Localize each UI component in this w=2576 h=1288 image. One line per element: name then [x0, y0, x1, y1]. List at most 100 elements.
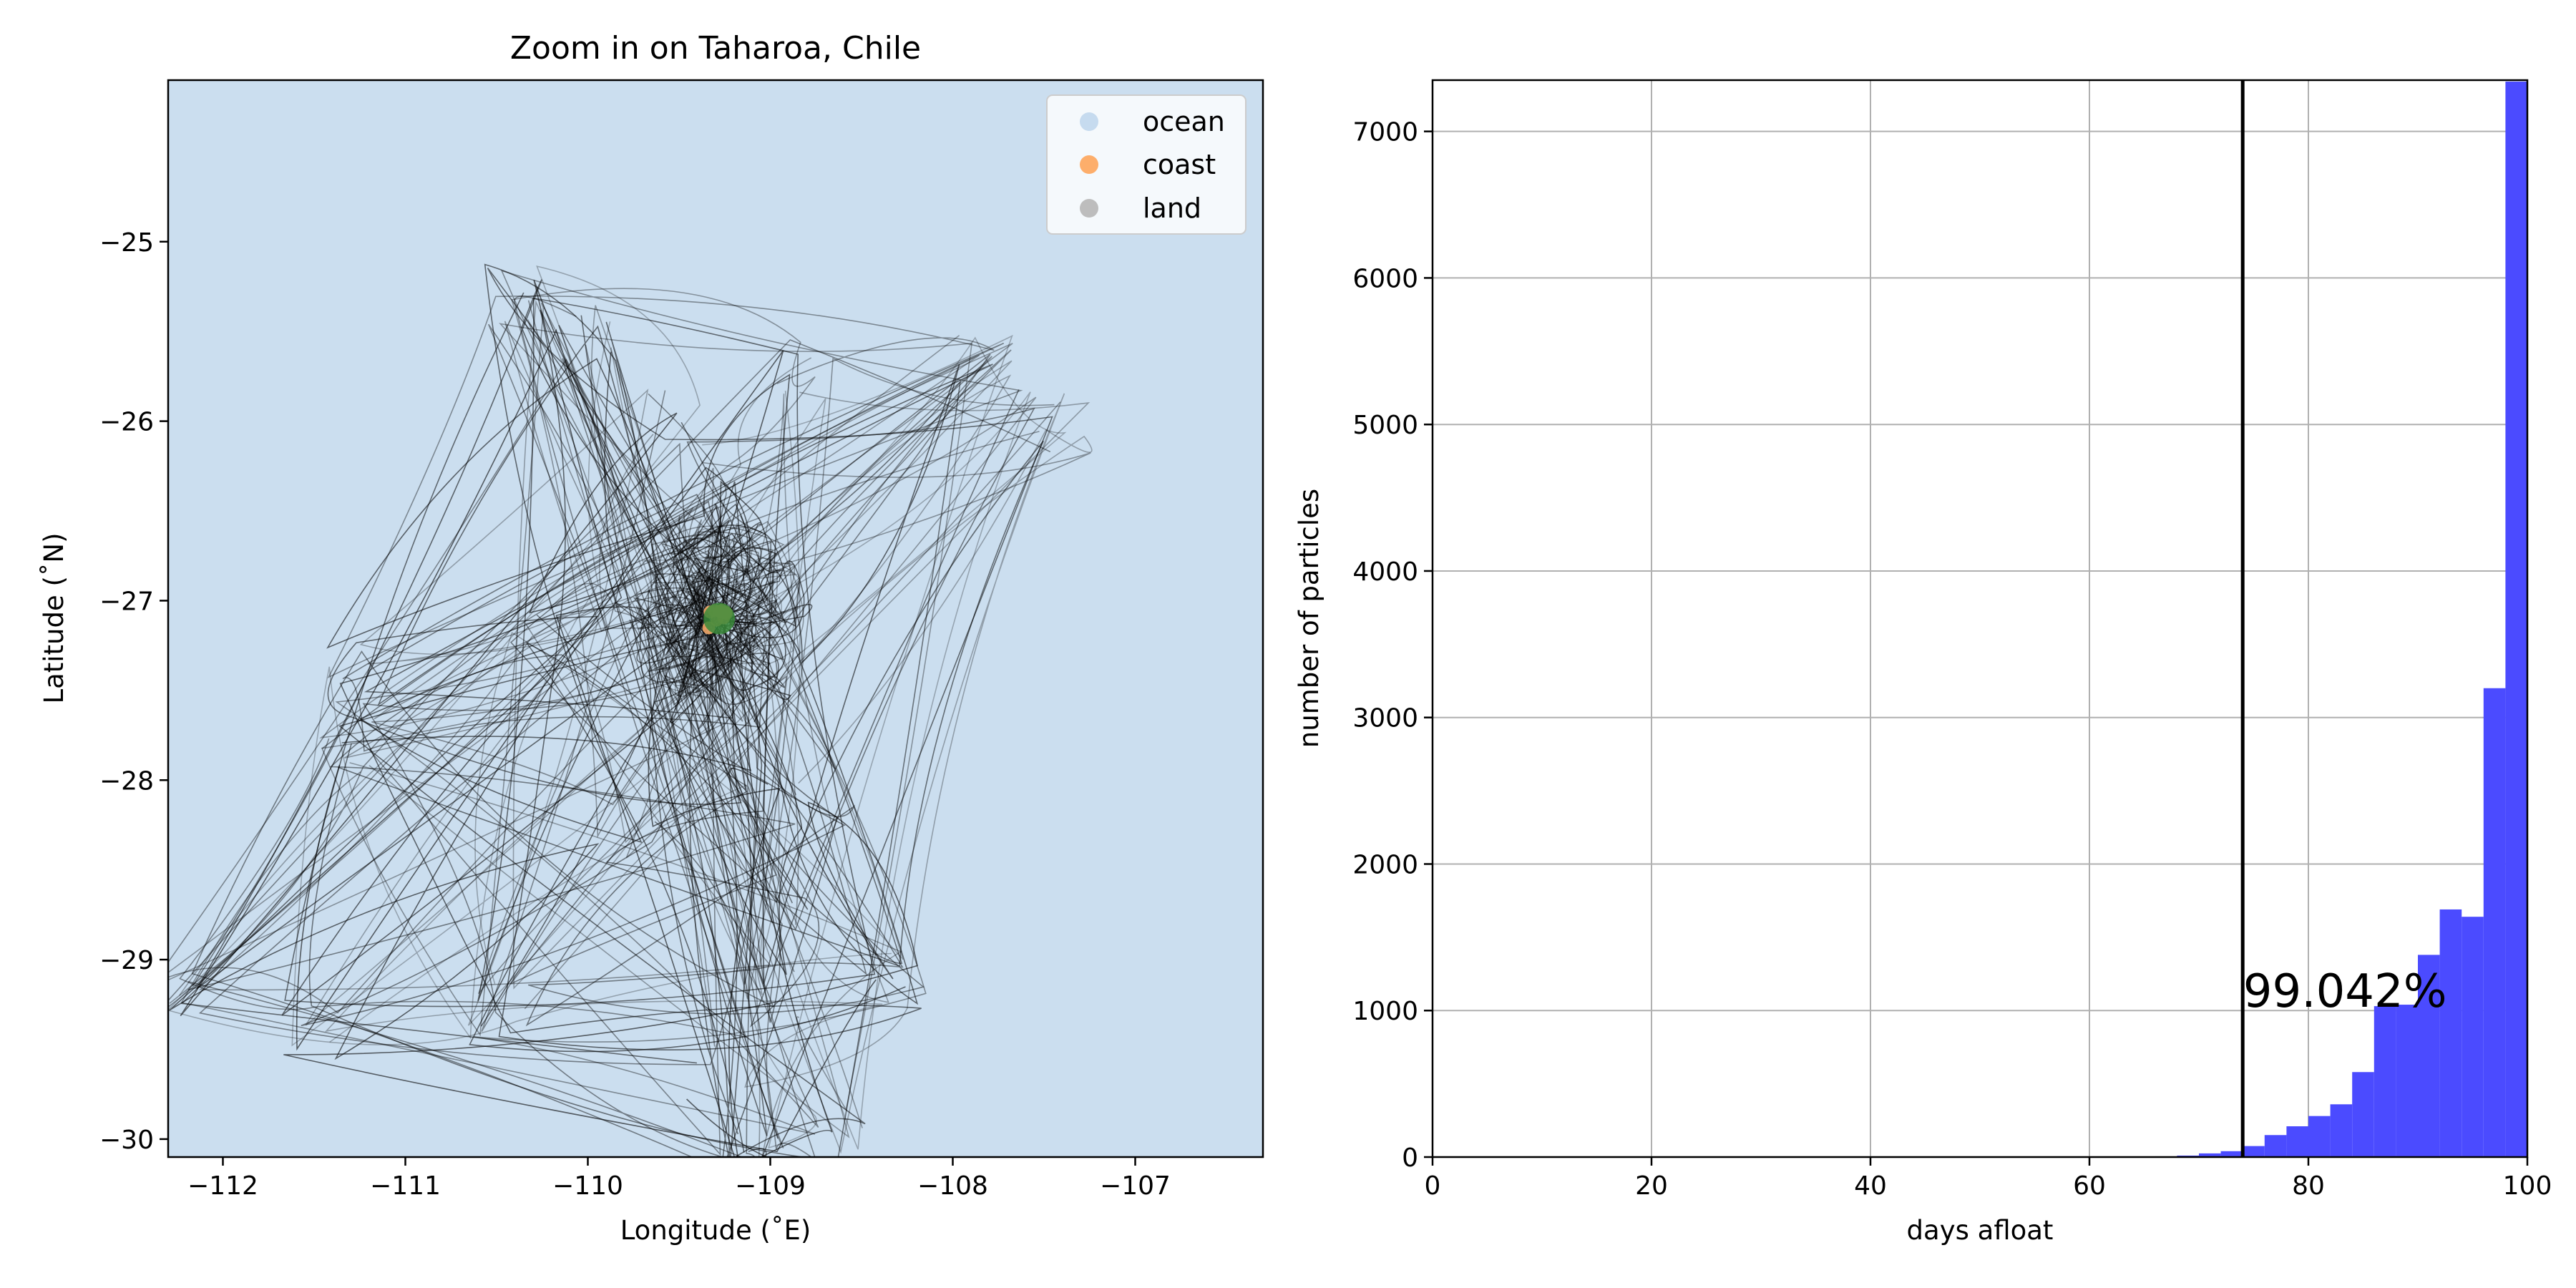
map-x-tick-label: −107 — [1100, 1171, 1171, 1201]
legend-label-coast: coast — [1143, 149, 1216, 180]
histogram-bar — [2373, 1006, 2396, 1157]
particle-trajectory — [329, 391, 1031, 1150]
map-y-axis-label: Latitude (˚N) — [39, 532, 69, 703]
histogram-y-tick-label: 7000 — [1352, 118, 1418, 147]
particle-trajectory — [198, 452, 1091, 991]
legend-label-ocean: ocean — [1143, 106, 1225, 137]
map-x-tick-label: −111 — [370, 1171, 441, 1201]
histogram-x-axis-label: days afloat — [1907, 1215, 2054, 1246]
map-x-tick-label: −112 — [187, 1171, 258, 1201]
particle-trajectory — [499, 323, 973, 1112]
map-x-axis-label: Longitude (˚E) — [620, 1215, 811, 1246]
particle-trajectory — [196, 279, 906, 1053]
particle-trajectory — [339, 309, 922, 1050]
histogram-x-tick-label: 100 — [2503, 1171, 2552, 1201]
particle-trajectory — [512, 299, 1091, 995]
particle-trajectory — [513, 296, 784, 1148]
map-title: Zoom in on Taharoa, Chile — [510, 30, 921, 67]
map-frame — [167, 79, 1264, 1158]
histogram-y-tick-label: 2000 — [1352, 850, 1418, 879]
histogram-y-axis-label: number of particles — [1294, 489, 1324, 748]
map-x-tick-label: −109 — [735, 1171, 806, 1201]
histogram-bar — [2352, 1072, 2374, 1157]
map-y-tick-label: −25 — [99, 228, 154, 258]
histogram-bar — [2308, 1116, 2331, 1157]
map-legend: ocean coast land — [1046, 94, 1246, 235]
particle-trajectory — [511, 288, 863, 1128]
particle-trajectory — [504, 321, 960, 711]
particle-trajectory — [180, 545, 927, 1135]
particle-trajectory — [525, 571, 856, 1027]
particle-trajectory — [168, 339, 1051, 1157]
particle-trajectory — [371, 349, 1012, 1033]
map-panel: Zoom in on Taharoa, Chile −112 −111 −110 −1… — [39, 30, 1264, 1246]
histogram-panel: 99.042% 0 20 40 60 80 100 0 1000 2000 3000 4000 50… — [1294, 79, 2552, 1246]
particle-trajectory — [338, 440, 1044, 967]
percentage-annotation: 99.042% — [2243, 965, 2447, 1018]
histogram-bar — [2199, 1153, 2221, 1157]
particle-trajectory — [308, 379, 962, 1157]
histogram-bar — [2396, 1005, 2418, 1157]
particle-trajectory — [527, 597, 925, 1015]
particle-trajectory — [168, 356, 992, 1014]
legend-marker-coast — [1080, 155, 1098, 174]
map-y-tick-label: −27 — [99, 587, 154, 616]
histogram-x-tick-label: 80 — [2292, 1171, 2325, 1201]
map-x-ticks: −112 −111 −110 −109 −108 −107 — [187, 1157, 1171, 1201]
release-point-marker — [703, 602, 736, 635]
histogram-y-tick-label: 4000 — [1352, 557, 1418, 587]
histogram-x-tick-label: 40 — [1854, 1171, 1887, 1201]
particle-trajectory — [643, 391, 826, 966]
particle-trajectory — [305, 357, 1013, 1026]
particle-trajectory — [326, 358, 960, 985]
legend-box — [1046, 94, 1246, 235]
legend-marker-ocean — [1080, 112, 1098, 131]
map-y-tick-label: −29 — [99, 946, 154, 975]
histogram-y-tick-label: 1000 — [1352, 997, 1418, 1026]
particle-trajectory — [198, 353, 991, 1065]
particle-trajectory — [281, 351, 785, 1016]
map-y-tick-label: −28 — [99, 766, 154, 796]
particle-trajectory — [555, 580, 803, 1157]
histogram-bar — [2462, 917, 2484, 1157]
particle-trajectory — [605, 421, 903, 965]
histogram-y-tick-label: 5000 — [1352, 411, 1418, 440]
particle-trajectory — [648, 557, 833, 1157]
release-point-group — [702, 602, 736, 635]
histogram-bar — [2330, 1104, 2353, 1157]
histogram-y-tick-label: 6000 — [1352, 264, 1418, 293]
particle-trajectory — [191, 515, 774, 1157]
map-y-ticks: −25 −26 −27 −28 −29 −30 — [99, 228, 168, 1155]
histogram-bar — [2505, 82, 2527, 1158]
particle-trajectories — [168, 263, 1093, 1157]
histogram-y-tick-label: 3000 — [1352, 704, 1418, 733]
histogram-bars — [2155, 82, 2527, 1158]
map-x-tick-label: −108 — [917, 1171, 988, 1201]
histogram-y-tick-label: 0 — [1402, 1143, 1418, 1173]
particle-trajectory — [327, 270, 1023, 679]
legend-marker-land — [1080, 199, 1098, 218]
histogram-bar — [2220, 1151, 2243, 1157]
histogram-bar — [2286, 1126, 2308, 1157]
histogram-x-tick-label: 20 — [1635, 1171, 1668, 1201]
particle-trajectory — [341, 321, 777, 771]
particle-trajectory — [187, 542, 796, 1023]
histogram-bar — [2483, 688, 2506, 1157]
histogram-bar — [2264, 1135, 2287, 1157]
histogram-x-tick-label: 60 — [2073, 1171, 2106, 1201]
particle-trajectory — [343, 354, 1037, 1010]
particle-trajectory — [296, 350, 784, 1051]
particle-trajectory — [549, 431, 1040, 736]
particle-trajectory — [335, 300, 819, 1128]
particle-trajectory — [169, 467, 755, 1060]
particle-trajectory — [367, 305, 850, 1138]
map-y-tick-label: −26 — [99, 408, 154, 437]
map-x-tick-label: −110 — [552, 1171, 623, 1201]
particle-trajectory — [526, 503, 809, 1153]
particle-trajectory — [291, 321, 1067, 1047]
particle-trajectory — [180, 279, 786, 1139]
particle-trajectory — [562, 358, 836, 972]
particle-trajectory — [369, 512, 736, 1156]
particle-trajectory — [179, 374, 1012, 996]
map-y-tick-label: −30 — [99, 1126, 154, 1155]
